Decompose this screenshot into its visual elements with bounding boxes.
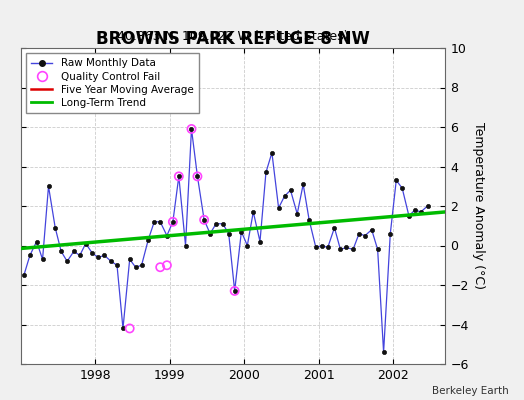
Point: [193, 173, 202, 180]
Point: [174, 173, 183, 180]
Text: 40.863 N, 109.022 W (United States): 40.863 N, 109.022 W (United States): [117, 30, 349, 43]
Point: [156, 264, 165, 270]
Point: [200, 217, 209, 223]
Point: [169, 218, 177, 225]
Point: [125, 325, 134, 332]
Text: Berkeley Earth: Berkeley Earth: [432, 386, 508, 396]
Title: BROWNS PARK REFUGE 8 NW: BROWNS PARK REFUGE 8 NW: [96, 30, 370, 48]
Point: [231, 288, 239, 294]
Point: [163, 262, 171, 268]
Legend: Raw Monthly Data, Quality Control Fail, Five Year Moving Average, Long-Term Tren: Raw Monthly Data, Quality Control Fail, …: [26, 53, 199, 113]
Y-axis label: Temperature Anomaly (°C): Temperature Anomaly (°C): [472, 122, 485, 290]
Point: [187, 126, 195, 132]
